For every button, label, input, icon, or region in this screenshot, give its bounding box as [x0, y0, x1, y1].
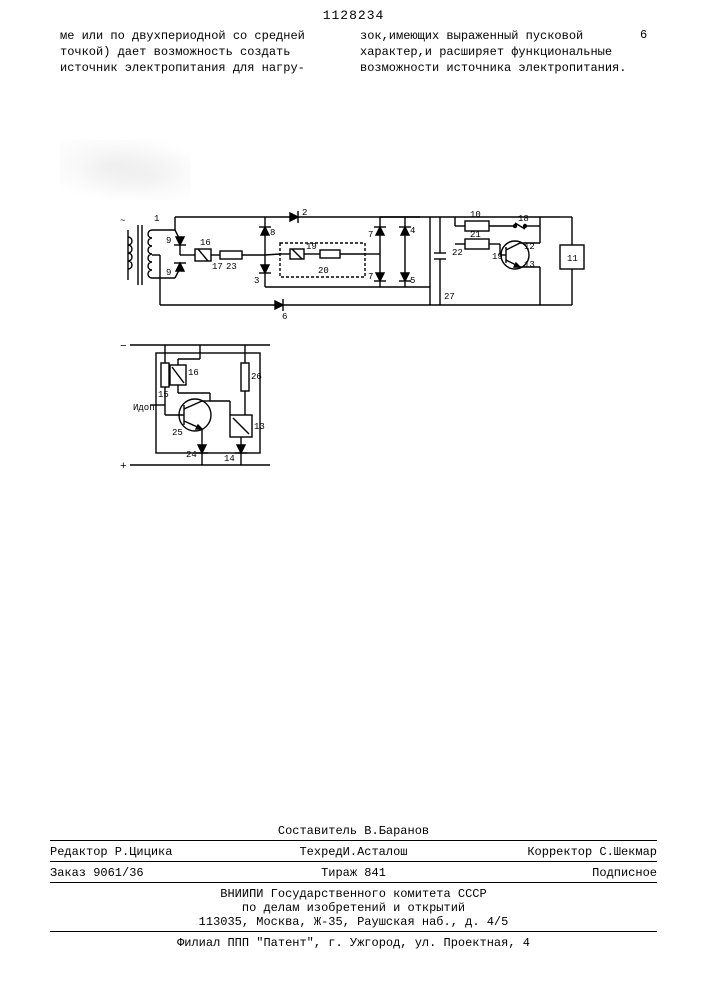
svg-text:16: 16	[200, 238, 211, 248]
svg-text:6: 6	[282, 312, 287, 322]
svg-text:19: 19	[492, 252, 503, 262]
text-column-left: ме или по двухпериодной со средней точко…	[60, 28, 320, 77]
svg-text:5: 5	[410, 276, 415, 286]
svg-text:17: 17	[212, 262, 223, 272]
footer-block: Составитель В.Баранов Редактор Р.Цицика …	[50, 820, 657, 952]
svg-text:14: 14	[224, 454, 235, 464]
footer-org1: ВНИИПИ Государственного комитета СССР	[50, 887, 657, 901]
svg-text:25: 25	[172, 428, 183, 438]
svg-text:13: 13	[524, 260, 535, 270]
svg-text:8: 8	[270, 228, 275, 238]
svg-text:4: 4	[410, 226, 415, 236]
footer-corrector: Корректор С.Шекмар	[455, 845, 657, 859]
svg-text:−: −	[120, 341, 127, 353]
svg-text:19: 19	[306, 242, 317, 252]
svg-text:20: 20	[318, 266, 329, 276]
svg-text:18: 18	[518, 214, 529, 224]
svg-text:27: 27	[444, 292, 455, 302]
footer-subscription: Подписное	[455, 866, 657, 880]
svg-text:15: 15	[158, 390, 169, 400]
svg-text:16: 16	[188, 368, 199, 378]
svg-text:9: 9	[166, 268, 171, 278]
patent-page: 1128234 6 ме или по двухпериодной со сре…	[0, 0, 707, 1000]
svg-text:7: 7	[368, 272, 373, 282]
footer-editor	[50, 824, 252, 838]
svg-text:9: 9	[166, 236, 171, 246]
svg-text:23: 23	[226, 262, 237, 272]
svg-text:24: 24	[186, 450, 197, 460]
svg-text:1: 1	[154, 214, 159, 224]
footer-editor-label: Редактор Р.Цицика	[50, 845, 252, 859]
svg-text:10: 10	[470, 210, 481, 220]
footer-compiler: Составитель В.Баранов	[252, 824, 454, 838]
footer-circulation: Тираж 841	[252, 866, 454, 880]
svg-text:+: +	[120, 461, 127, 473]
svg-text:3: 3	[254, 276, 259, 286]
print-smudge	[60, 140, 190, 200]
footer-org2: по делам изобретений и открытий	[50, 901, 657, 915]
text-column-right: зок,имеющих выраженный пусковой характер…	[360, 28, 640, 77]
footer-order: Заказ 9061/36	[50, 866, 252, 880]
document-number: 1128234	[0, 8, 707, 23]
svg-text:21: 21	[470, 230, 481, 240]
footer-branch: Филиал ППП "Патент", г. Ужгород, ул. Про…	[50, 936, 657, 950]
footer-addr1: 113035, Москва, Ж-35, Раушская наб., д. …	[50, 915, 657, 929]
circuit-schematic: ~ 1 2 9	[120, 205, 600, 545]
footer-techred: ТехредИ.Асталош	[252, 845, 454, 859]
svg-text:22: 22	[452, 248, 463, 258]
svg-text:~: ~	[120, 216, 125, 226]
page-number: 6	[640, 28, 647, 42]
svg-text:7: 7	[368, 230, 373, 240]
schematic-svg: ~ 1 2 9	[120, 205, 600, 545]
svg-text:11: 11	[567, 254, 578, 264]
